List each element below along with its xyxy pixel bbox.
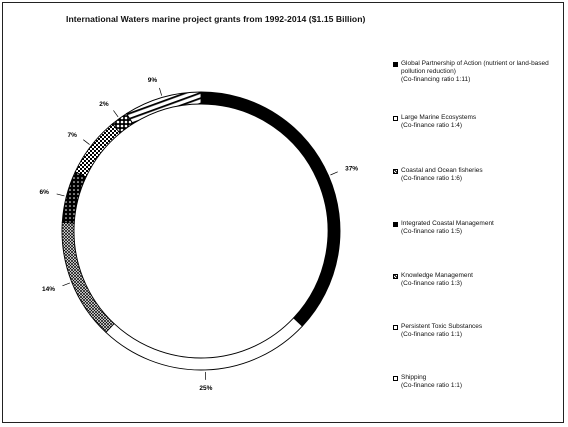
- percent-labels: 37% 25% 14% 6% 7% 2% 9%: [40, 77, 359, 392]
- legend-label: Integrated Coastal Management: [401, 220, 494, 227]
- legend-label: Coastal and Ocean fisheries: [401, 167, 483, 174]
- legend-label: Knowledge Management: [401, 272, 473, 279]
- legend-text: Global Partnership of Action (nutrient o…: [401, 60, 561, 84]
- percent-label: 14%: [42, 286, 55, 293]
- legend-ratio: (Co-finance ratio 1:1): [401, 382, 463, 389]
- legend-swatch: [393, 274, 398, 279]
- leader-line: [330, 171, 338, 176]
- legend-text: Coastal and Ocean fisheries (Co-finance r…: [401, 167, 561, 183]
- legend-swatch: [393, 222, 398, 227]
- legend-text: Shipping (Co-finance ratio 1:1): [401, 374, 561, 390]
- label-leaders: [56, 87, 338, 380]
- legend-swatch: [393, 62, 398, 67]
- legend-ratio: (Co-financing ratio 1:11): [401, 76, 471, 83]
- slice-knowledge: [74, 123, 121, 178]
- slice-shipping: [125, 91, 202, 125]
- percent-label: 6%: [40, 189, 50, 196]
- legend-ratio: (Co-finance ratio 1:4): [401, 122, 463, 129]
- percent-label: 37%: [345, 166, 358, 173]
- slice-integrated: [61, 171, 87, 224]
- legend-label: Global Partnership of Action (nutrient o…: [401, 60, 549, 75]
- slice-global: [200, 91, 341, 327]
- legend-text: Knowledge Management (Co-finance ratio 1:…: [401, 272, 561, 288]
- legend-ratio: (Co-finance ratio 1:6): [401, 175, 463, 182]
- legend-label: Large Marine Ecosystems: [401, 114, 477, 121]
- slice-coastal: [61, 221, 115, 333]
- percent-label: 7%: [68, 132, 78, 139]
- percent-label: 25%: [199, 385, 212, 392]
- legend-swatch: [393, 325, 398, 330]
- leader-line: [56, 193, 65, 197]
- legend-swatch: [393, 116, 398, 121]
- legend-text: Integrated Coastal Management (Co-finance…: [401, 220, 561, 236]
- percent-label: 2%: [99, 101, 109, 108]
- leader-line: [159, 87, 162, 96]
- legend-text: Large Marine Ecosystems (Co-finance ratio…: [401, 114, 561, 130]
- chart-title: International Waters marine project gran…: [66, 14, 366, 24]
- slice-large: [105, 317, 303, 371]
- legend-ratio: (Co-finance ratio 1:5): [401, 228, 463, 235]
- leader-line: [83, 139, 90, 145]
- legend-swatch: [393, 376, 398, 381]
- percent-label: 9%: [148, 77, 158, 84]
- legend-ratio: (Co-finance ratio 1:1): [401, 331, 463, 338]
- donut-slices: [61, 91, 341, 371]
- legend-swatch: [393, 169, 398, 174]
- legend-text: Persistent Toxic Substances (Co-finance r…: [401, 323, 561, 339]
- chart-frame: [2, 2, 564, 423]
- legend-label: Shipping: [401, 374, 427, 381]
- leader-line: [62, 282, 71, 287]
- leader-line: [113, 110, 119, 118]
- legend-ratio: (Co-finance ratio 1:3): [401, 280, 463, 287]
- legend-label: Persistent Toxic Substances: [401, 323, 483, 330]
